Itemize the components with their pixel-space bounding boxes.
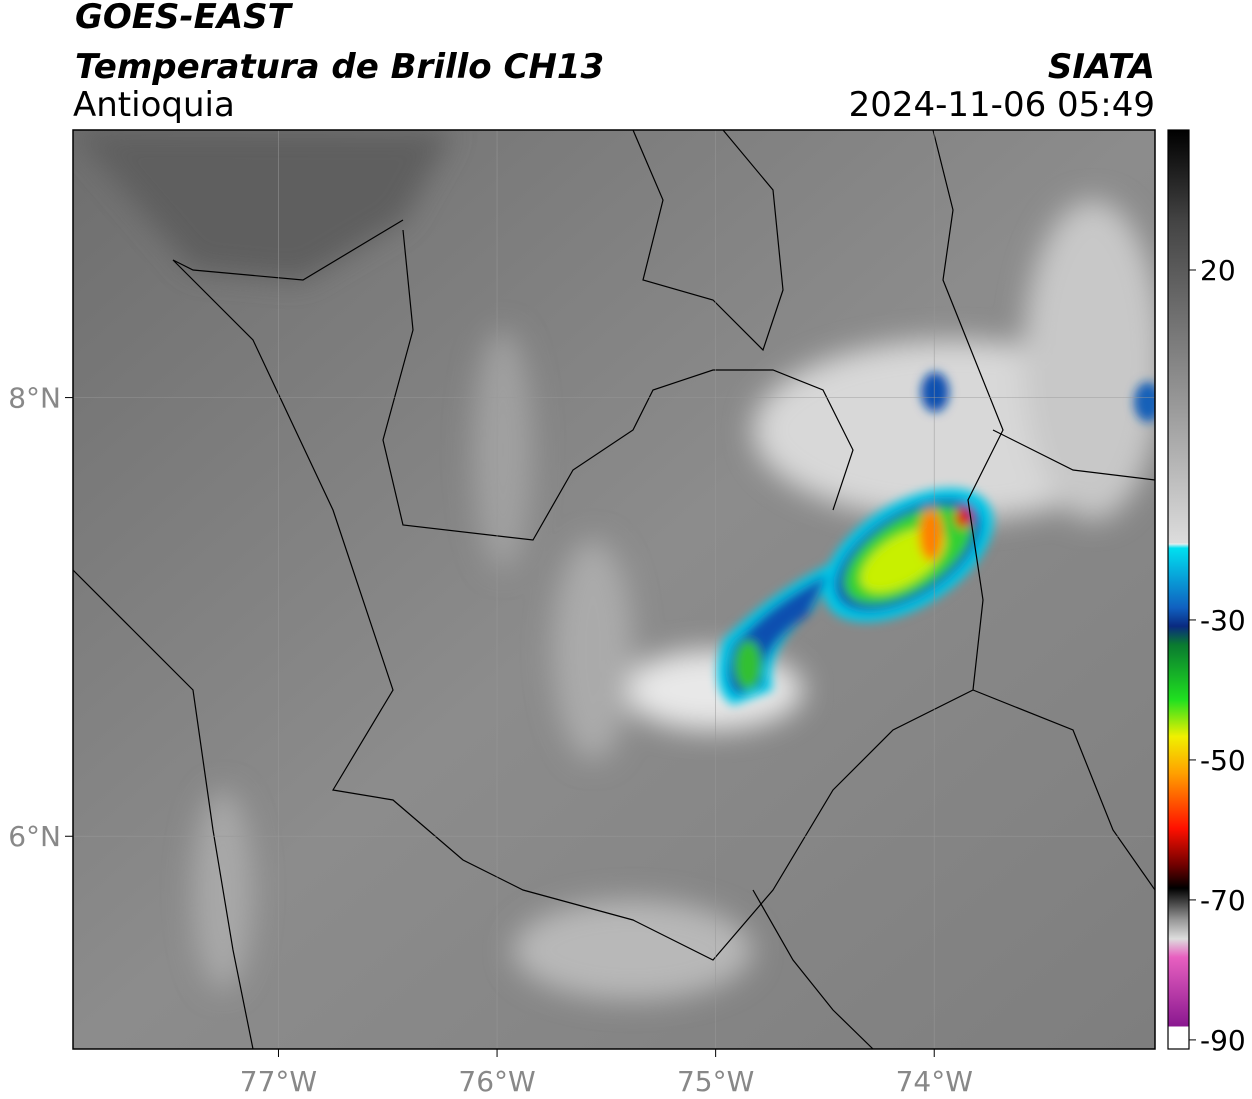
y-tick-label: 8°N	[8, 382, 61, 415]
colorbar-tick-label: -70	[1200, 884, 1246, 917]
x-tick-label: 77°W	[240, 1065, 317, 1098]
convective-cells	[717, 372, 1155, 705]
x-tick-label: 76°W	[458, 1065, 535, 1098]
x-tick-label: 75°W	[677, 1065, 754, 1098]
map-area	[73, 130, 1155, 1049]
graticule	[73, 130, 1155, 1049]
datetime: 2024-11-06 05:49	[849, 85, 1155, 125]
colorbar-tick-label: 20	[1200, 254, 1236, 287]
borders	[73, 130, 1155, 1049]
colorbar-tick-label: -90	[1200, 1024, 1246, 1057]
subtitle: Temperatura de Brillo CH13	[75, 47, 604, 87]
colorbar	[1167, 129, 1190, 1050]
map-frame	[72, 129, 1156, 1050]
x-tick-label: 74°W	[896, 1065, 973, 1098]
ticks: 77°W 76°W 75°W 74°W 6°N 8°N 20 -30 -50 -70 -90	[8, 254, 1246, 1098]
y-tick-label: 6°N	[8, 820, 61, 853]
source: SIATA	[1048, 47, 1155, 87]
colorbar-tick-label: -50	[1200, 744, 1246, 777]
cloud-texture	[73, 130, 1155, 1000]
colorbar-tick-label: -30	[1200, 604, 1246, 637]
title: GOES-EAST	[75, 0, 294, 37]
region: Antioquia	[73, 85, 235, 125]
